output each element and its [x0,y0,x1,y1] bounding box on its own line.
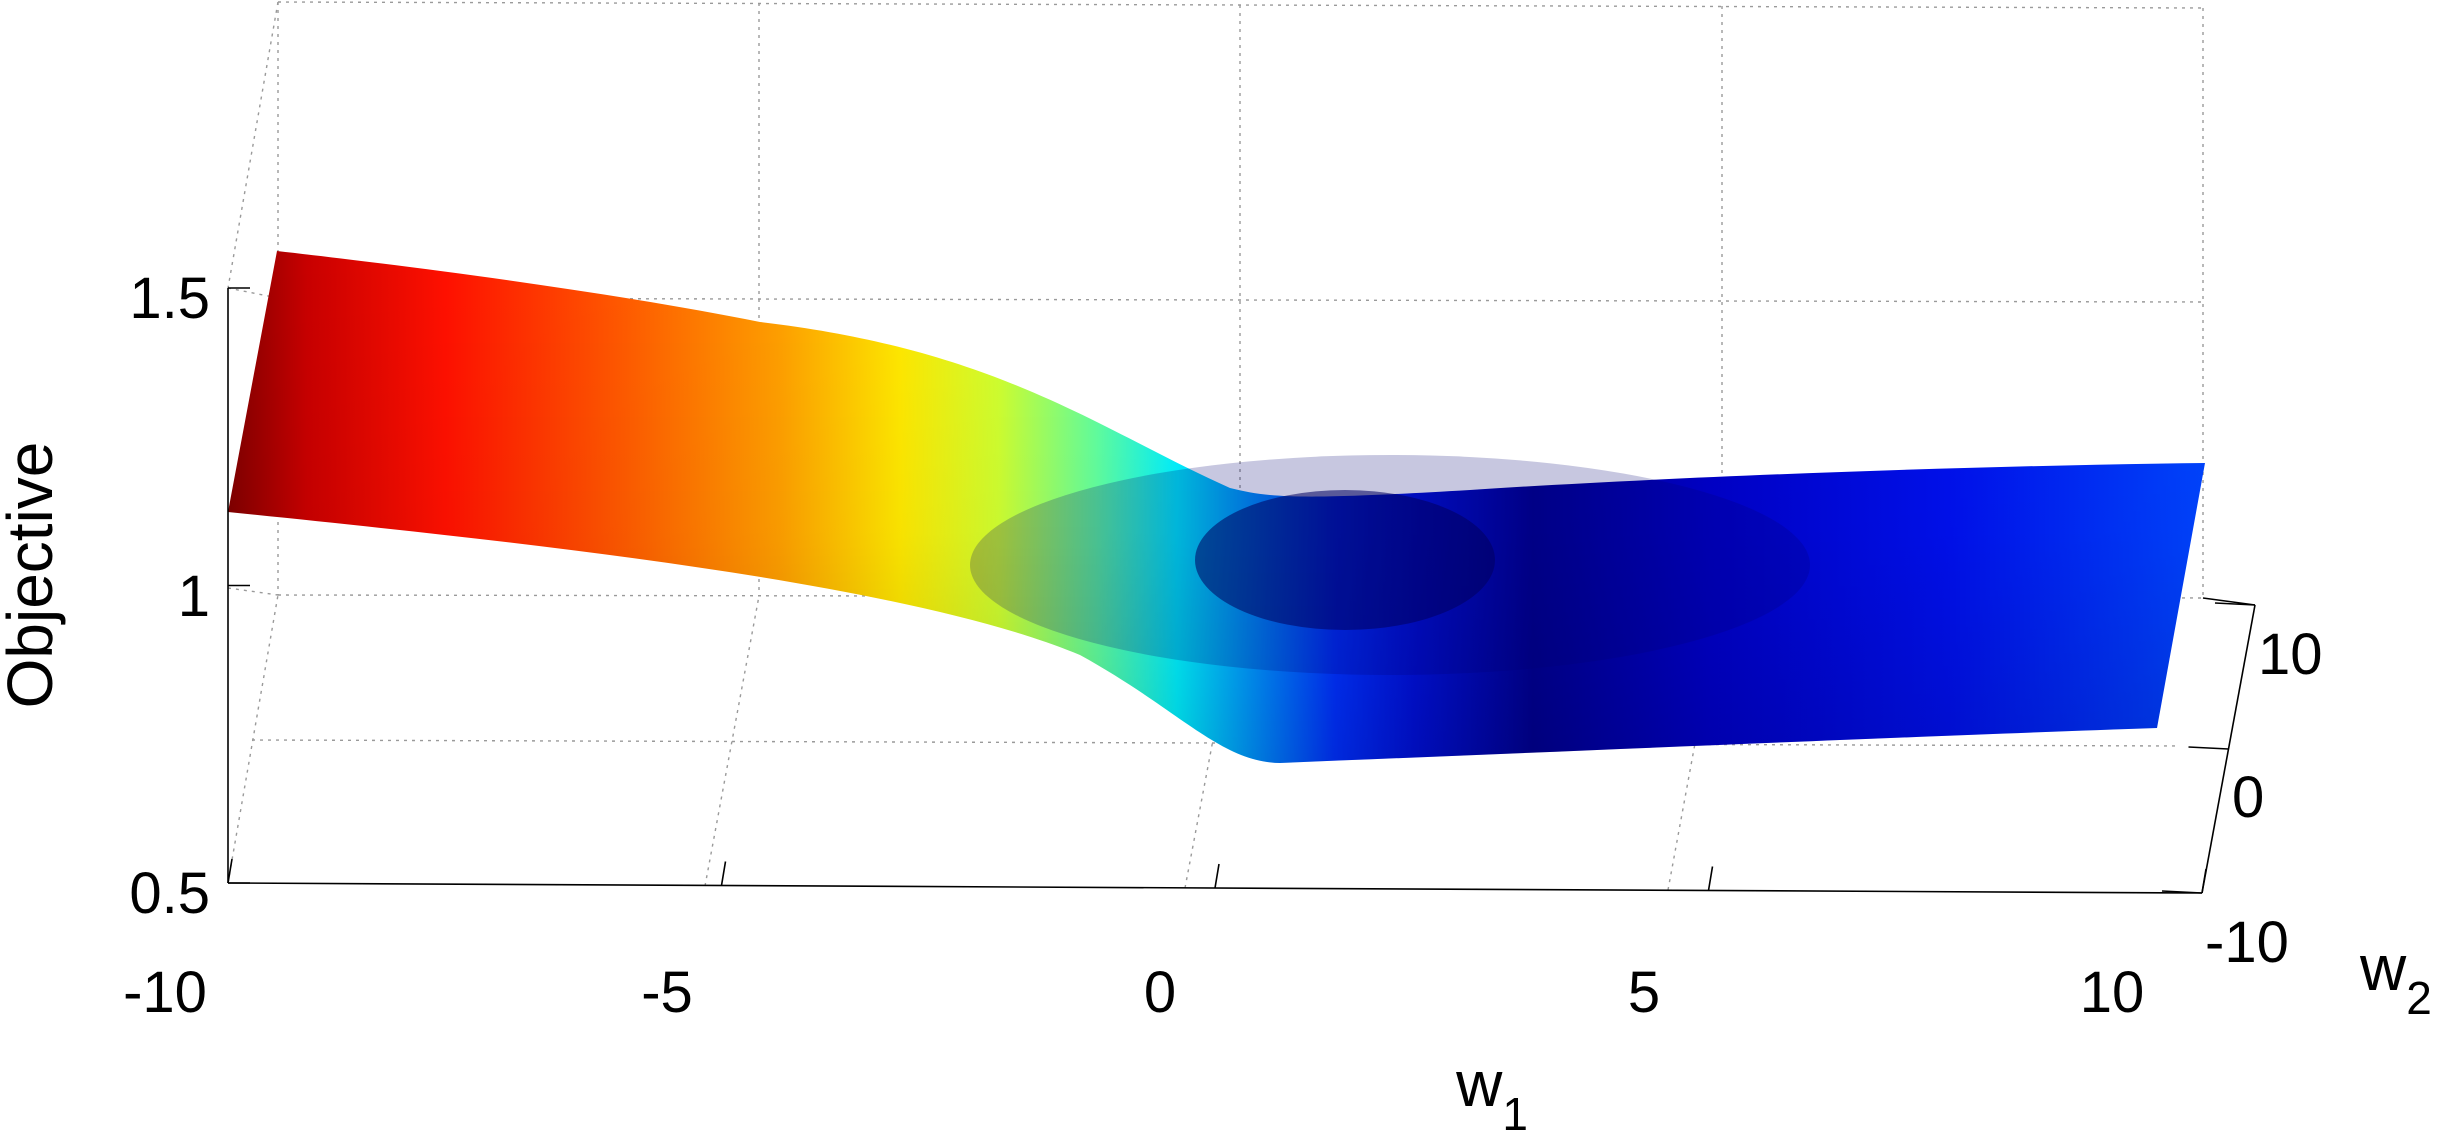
x-axis-label: w1 [1455,1048,1528,1140]
y-tick-label: 0 [2232,765,2264,830]
z-tick-label: 1.5 [129,266,210,331]
surface-shading [228,251,2205,763]
grid-floor-left [227,594,279,884]
x-tick [2201,868,2207,894]
y-tick-label: 10 [2258,622,2323,687]
x-tick-label: 0 [1144,960,1176,1025]
z-tick-label: 0.5 [129,861,210,926]
x-tick-label: 10 [2080,960,2145,1025]
grid-floor-m5 [704,595,760,887]
y-tick-label: -10 [2205,910,2289,975]
x-tick [1707,866,1714,891]
z-axis-label: Objective [0,442,66,709]
grid-left-z1 [227,587,279,596]
x-tick [720,861,727,886]
x-tick-label: -5 [641,960,693,1025]
x-tick-label: 5 [1628,960,1660,1025]
axis-ticks [227,287,2256,894]
minimum-basin [1195,490,1495,630]
y-axis-label: w2 [2359,932,2432,1024]
x-tick [227,858,233,884]
objective-surface [228,251,2205,763]
minimum-basin-outer [970,455,1810,675]
y-tick [2161,890,2203,894]
x-tick-labels: -10 -5 0 5 10 [123,960,2144,1025]
y-tick [2214,602,2256,606]
z-tick-labels: 0.5 1 1.5 [129,266,210,926]
grid-left-back-edge [227,1,279,289]
grid-floor-w2-0 [251,739,2181,747]
x-tick [1214,863,1220,889]
y-tick [2188,746,2229,750]
grid-floor-0 [1184,596,1241,889]
x-tick-label: -10 [123,960,207,1025]
z-tick-label: 1 [178,564,210,629]
y-tick-labels: -10 0 10 [2205,622,2323,975]
